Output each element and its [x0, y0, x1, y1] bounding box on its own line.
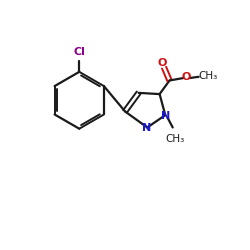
Text: CH₃: CH₃	[198, 71, 218, 81]
Text: N: N	[161, 110, 170, 120]
Text: Cl: Cl	[73, 46, 85, 56]
Text: O: O	[182, 72, 191, 82]
Text: N: N	[142, 123, 152, 133]
Text: CH₃: CH₃	[166, 134, 185, 144]
Text: O: O	[158, 58, 167, 68]
